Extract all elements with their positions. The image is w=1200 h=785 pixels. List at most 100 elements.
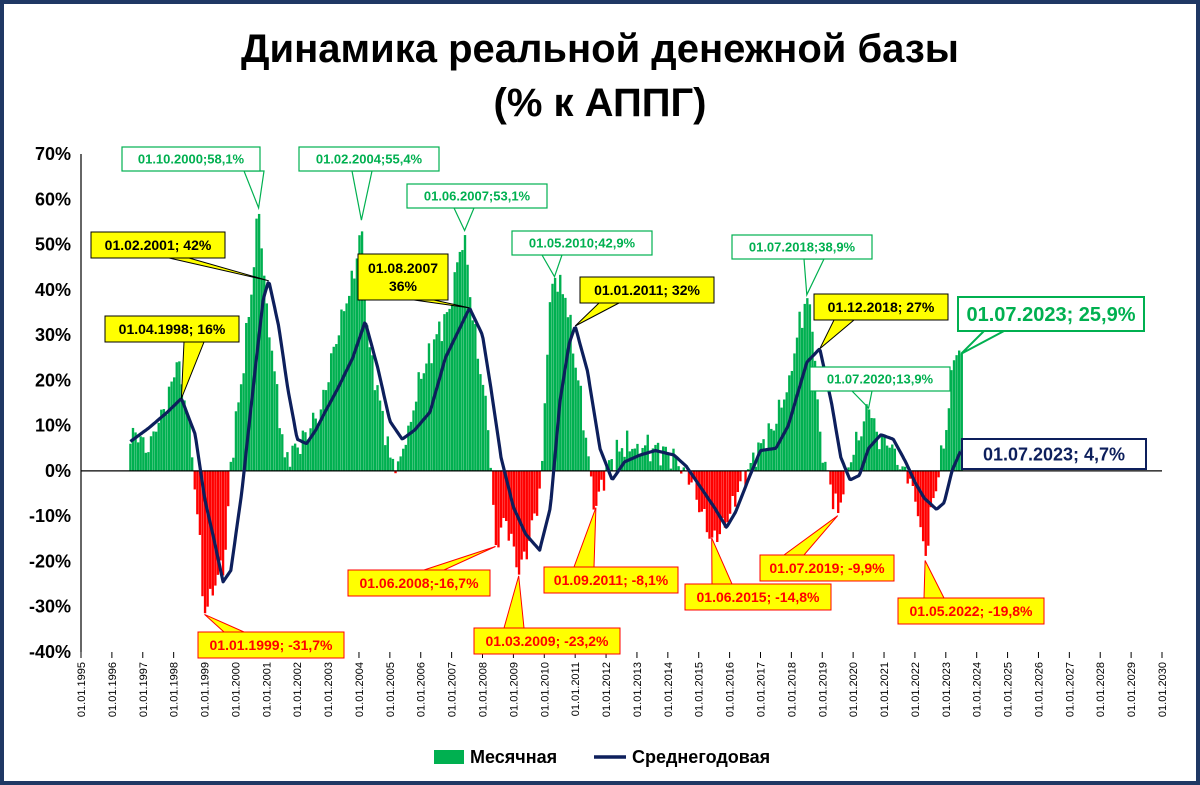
monthly-bar [342, 311, 346, 471]
monthly-bar [474, 324, 477, 471]
monthly-bar [726, 470, 729, 523]
monthly-bar [134, 432, 137, 471]
annotation-label: 01.02.2001; 42% [105, 237, 212, 253]
x-tick-label: 01.01.2025 [1003, 662, 1015, 717]
monthly-bar [898, 469, 902, 471]
monthly-bar [394, 470, 397, 474]
monthly-bar [620, 448, 624, 471]
y-tick-label: -40% [29, 642, 71, 662]
x-tick-label: 01.01.1997 [138, 662, 150, 717]
annotation-pointer [503, 575, 525, 629]
annotation-label: 01.07.2023; 25,9% [966, 304, 1135, 326]
monthly-bar [960, 353, 963, 471]
annotation-box [473, 627, 621, 655]
annotation-label: 01.07.2019; -9,9% [769, 560, 885, 576]
monthly-bar [942, 448, 945, 471]
annotation-box [731, 234, 873, 260]
monthly-bar [484, 395, 487, 471]
monthly-bar [311, 412, 315, 471]
monthly-bar [723, 470, 727, 528]
legend-label-average: Среднегодовая [632, 747, 770, 767]
monthly-bar [304, 432, 307, 471]
x-tick-label: 01.01.2024 [972, 662, 984, 717]
monthly-bar [438, 321, 441, 471]
monthly-bar [278, 428, 281, 471]
monthly-bar [371, 355, 374, 471]
x-tick-label: 01.01.1998 [169, 662, 181, 717]
monthly-bar [355, 258, 359, 471]
monthly-bar [752, 452, 755, 471]
annotation-box [511, 230, 653, 256]
monthly-bar [486, 430, 490, 471]
x-tick-label: 01.01.2026 [1033, 662, 1045, 717]
monthly-bar [705, 470, 709, 533]
monthly-bar [471, 320, 474, 471]
annotation-pointer [819, 319, 856, 350]
monthly-bar [667, 453, 670, 471]
monthly-bar [698, 470, 701, 513]
monthly-bar [232, 457, 235, 471]
monthly-bar [556, 291, 559, 471]
x-tick-label: 01.01.2023 [941, 662, 953, 717]
monthly-bar [515, 470, 518, 568]
monthly-bar [584, 437, 588, 471]
annotation-label: 01.06.2008;-16,7% [359, 575, 479, 591]
annotation-pointer [351, 170, 373, 221]
annotation-label: 01.07.2023; 4,7% [983, 444, 1125, 464]
monthly-bar [553, 277, 557, 471]
annotation-box [813, 293, 949, 321]
monthly-bar [916, 470, 920, 517]
y-tick-label: -20% [29, 551, 71, 571]
monthly-bar [129, 443, 132, 471]
monthly-bar [185, 412, 189, 471]
monthly-bar [136, 442, 140, 471]
monthly-bar [790, 370, 794, 471]
monthly-bar [595, 470, 598, 506]
monthly-bar [301, 430, 305, 471]
monthly-bar [247, 316, 250, 471]
monthly-bar [713, 470, 716, 531]
monthly-bar [543, 403, 546, 471]
chart-annotations: 01.10.2000;58,1% 01.02.2004;55,4% 01.06.20… [90, 146, 1147, 659]
monthly-bar [180, 384, 184, 471]
monthly-bar [803, 303, 806, 471]
annotation-pointer [573, 507, 597, 568]
monthly-bar [914, 470, 917, 502]
annotation-box [104, 315, 240, 343]
monthly-bar [530, 470, 534, 521]
annotation-callout: 01.01.1999; -31,7% [197, 613, 345, 659]
monthly-bar [891, 444, 894, 471]
annotation-box [543, 566, 679, 594]
monthly-bar [746, 469, 750, 471]
monthly-bar [528, 470, 531, 541]
x-tick-label: 01.01.2000 [230, 662, 242, 717]
monthly-bar [237, 402, 240, 471]
monthly-bar [569, 314, 572, 471]
annotation-box [406, 183, 548, 209]
annotation-box [809, 366, 951, 392]
monthly-bar [873, 418, 876, 471]
monthly-bar [582, 430, 585, 471]
monthly-bar [564, 297, 567, 471]
monthly-bar [867, 409, 871, 471]
monthly-bar [345, 303, 348, 471]
monthly-bar [440, 341, 444, 471]
monthly-bar [456, 262, 459, 471]
monthly-bar [839, 470, 842, 503]
monthly-bar [734, 470, 737, 507]
x-tick-label: 01.01.2015 [694, 662, 706, 717]
monthly-bar [404, 444, 407, 471]
monthly-bar [221, 470, 225, 576]
annotation-label: 01.06.2007;53,1% [424, 189, 531, 204]
monthly-bar [736, 470, 740, 493]
chart-legend: Месячная Среднегодовая [434, 747, 770, 767]
monthly-bar [358, 235, 361, 471]
annotation-callout: 01.02.2001; 42% [90, 231, 269, 282]
monthly-bar [265, 303, 269, 471]
monthly-bar [507, 470, 510, 541]
y-tick-label: 10% [35, 416, 71, 436]
monthly-bar [533, 470, 536, 514]
monthly-bar [260, 248, 263, 471]
monthly-bar [502, 470, 505, 518]
